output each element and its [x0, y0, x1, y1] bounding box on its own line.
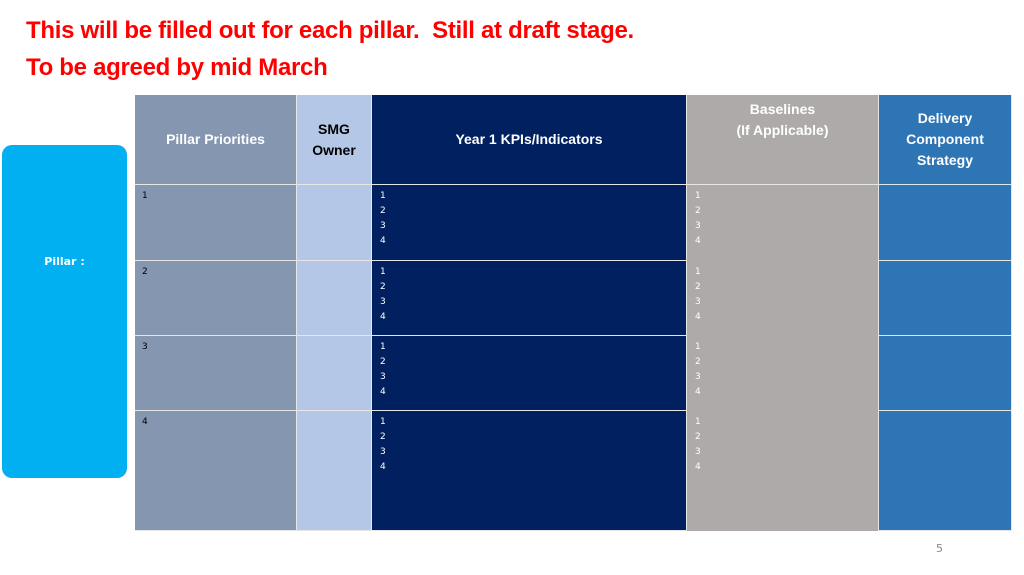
column-header: Year 1 KPIs/Indicators — [372, 95, 687, 185]
kpis-list: 1 2 3 4 — [380, 189, 386, 249]
table: Pillar Priorities SMG Owner Year 1 KPIs/In… — [135, 95, 1012, 531]
baselines-list: 1 2 3 4 — [695, 415, 701, 475]
table-cell — [297, 336, 372, 411]
column-header: Pillar Priorities — [135, 95, 297, 185]
kpis-list: 1 2 3 4 — [380, 415, 386, 475]
list-item: 3 — [695, 221, 701, 231]
list-item: 3 — [380, 372, 386, 382]
table-cell: 1 2 3 4 — [687, 185, 879, 261]
list-item: 4 — [380, 312, 386, 322]
kpis-list: 1 2 3 4 — [380, 265, 386, 325]
list-item: 3 — [380, 447, 386, 457]
header-line: To be agreed by mid March — [26, 54, 328, 81]
column-header: Delivery Component Strategy — [879, 95, 1012, 185]
table-cell — [879, 185, 1012, 261]
list-item: 3 — [695, 372, 701, 382]
list-item: 4 — [380, 236, 386, 246]
table-cell: 4 — [135, 411, 297, 531]
table-cell — [297, 185, 372, 261]
table-cell — [297, 411, 372, 531]
list-item: 1 — [380, 191, 386, 201]
list-item: 3 — [380, 297, 386, 307]
table-cell: 1 2 3 4 — [372, 185, 687, 261]
baselines-list: 1 2 3 4 — [695, 189, 701, 249]
list-item: 1 — [380, 267, 386, 277]
list-item: 3 — [380, 221, 386, 231]
table-cell — [879, 411, 1012, 531]
list-item: 1 — [695, 191, 701, 201]
list-item: 1 — [695, 417, 701, 427]
pillar-box: Pillar : — [2, 145, 127, 478]
list-item: 1 — [695, 267, 701, 277]
pillar-label: Pillar : — [44, 255, 85, 268]
column-header: Baselines (If Applicable) — [687, 95, 879, 185]
priority-number: 2 — [142, 267, 148, 277]
table-cell — [879, 336, 1012, 411]
header-line: This will be filled out for each pillar.… — [26, 17, 634, 44]
list-item: 4 — [695, 462, 701, 472]
priority-number: 4 — [142, 417, 148, 427]
table-cell: 1 — [135, 185, 297, 261]
priority-number: 1 — [142, 191, 148, 201]
list-item: 1 — [380, 342, 386, 352]
list-item: 4 — [695, 387, 701, 397]
table-cell — [297, 261, 372, 336]
table-cell: 3 — [135, 336, 297, 411]
list-item: 2 — [380, 432, 386, 442]
list-item: 2 — [380, 282, 386, 292]
kpis-list: 1 2 3 4 — [380, 340, 386, 400]
list-item: 4 — [695, 236, 701, 246]
list-item: 2 — [695, 432, 701, 442]
table-cell: 1 2 3 4 — [687, 411, 879, 531]
table-cell: 1 2 3 4 — [372, 411, 687, 531]
list-item: 3 — [695, 447, 701, 457]
list-item: 2 — [695, 357, 701, 367]
table-cell: 1 2 3 4 — [372, 261, 687, 336]
list-item: 1 — [695, 342, 701, 352]
list-item: 2 — [380, 357, 386, 367]
table-cell — [879, 261, 1012, 336]
list-item: 4 — [380, 387, 386, 397]
priority-number: 3 — [142, 342, 148, 352]
column-header: SMG Owner — [297, 95, 372, 185]
page-number: 5 — [936, 542, 943, 555]
table-cell: 1 2 3 4 — [687, 336, 879, 411]
baselines-list: 1 2 3 4 — [695, 340, 701, 400]
list-item: 2 — [380, 206, 386, 216]
baselines-list: 1 2 3 4 — [695, 265, 701, 325]
list-item: 4 — [695, 312, 701, 322]
list-item: 4 — [380, 462, 386, 472]
list-item: 2 — [695, 206, 701, 216]
table-cell: 2 — [135, 261, 297, 336]
table-cell: 1 2 3 4 — [372, 336, 687, 411]
list-item: 1 — [380, 417, 386, 427]
list-item: 3 — [695, 297, 701, 307]
table-cell: 1 2 3 4 — [687, 261, 879, 336]
list-item: 2 — [695, 282, 701, 292]
